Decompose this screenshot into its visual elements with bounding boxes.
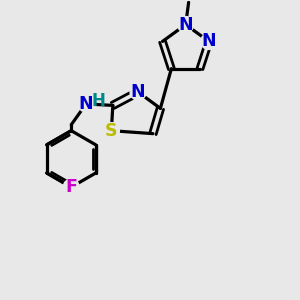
Text: N: N [178,16,193,34]
Text: N: N [79,95,93,113]
Text: N: N [131,83,146,101]
Circle shape [130,84,146,100]
Circle shape [103,123,119,139]
Circle shape [178,16,194,33]
Text: H: H [92,92,106,110]
Circle shape [78,96,94,112]
Text: F: F [65,178,77,196]
Text: N: N [202,32,216,50]
Text: S: S [105,122,118,140]
Circle shape [201,33,217,50]
Circle shape [63,179,79,195]
